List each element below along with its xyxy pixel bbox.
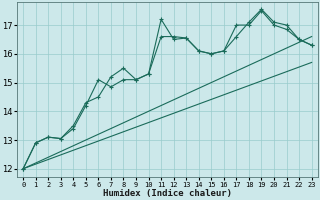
X-axis label: Humidex (Indice chaleur): Humidex (Indice chaleur) — [103, 189, 232, 198]
